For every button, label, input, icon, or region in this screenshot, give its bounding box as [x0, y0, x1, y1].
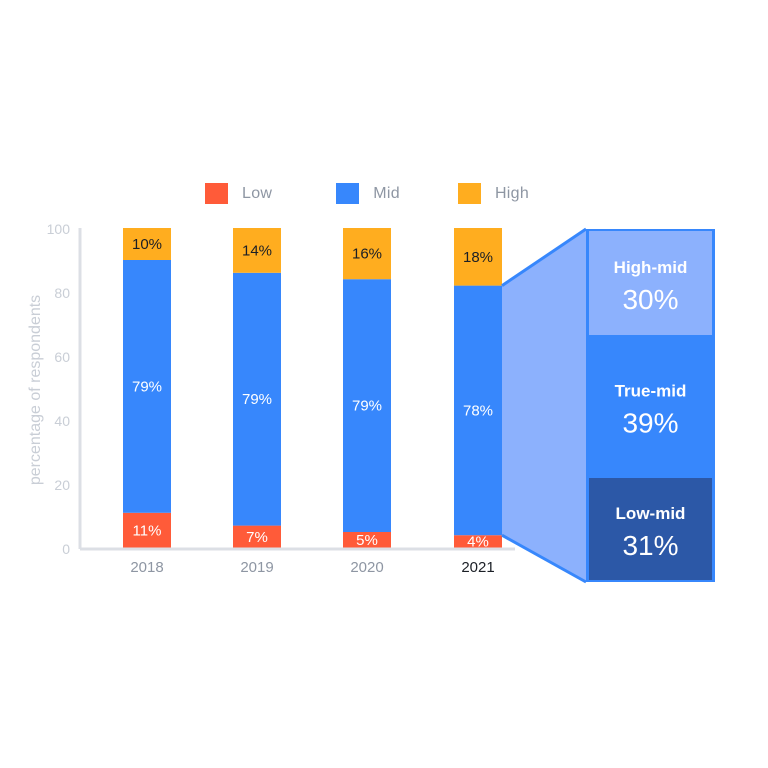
- x-axis-labels: 2018 2019 2020 2021: [130, 559, 494, 576]
- breakdown-segment-value: 39%: [622, 408, 678, 439]
- legend-item-mid: Mid: [336, 183, 400, 204]
- data-label: 5%: [356, 532, 378, 549]
- y-axis-title-group: percentage of respondents: [27, 295, 44, 485]
- x-tick-label: 2018: [130, 559, 163, 576]
- bar-segment-low: [343, 532, 391, 548]
- bar-segment-high: [233, 228, 281, 273]
- y-tick-label: 60: [54, 349, 70, 365]
- data-label: 11%: [133, 522, 162, 539]
- legend-label-high: High: [494, 184, 530, 202]
- x-tick-label: 2021: [461, 559, 494, 576]
- legend-swatch-high: [457, 183, 481, 204]
- bar-segment-mid: [343, 279, 391, 532]
- bar-segment-mid: [454, 285, 502, 536]
- y-axis-ticks: 0 20 40 60 80 100: [47, 221, 71, 557]
- y-tick-label: 20: [54, 477, 70, 493]
- legend-item-high: High: [457, 183, 530, 204]
- breakdown-segment-value: 31%: [622, 530, 678, 561]
- legend-item-low: Low: [205, 183, 272, 204]
- legend-label-mid: Mid: [373, 184, 400, 202]
- data-label: 78%: [463, 402, 493, 419]
- breakdown-segment-value: 30%: [622, 284, 678, 315]
- bar-segment-low: [233, 525, 281, 548]
- breakdown-connector: [502, 229, 586, 582]
- breakdown-segment-name: High-mid: [614, 258, 688, 277]
- legend-label-low: Low: [242, 184, 273, 202]
- y-tick-label: 40: [54, 413, 70, 429]
- breakdown-segment-name: True-mid: [615, 382, 687, 401]
- y-axis-title: percentage of respondents: [27, 295, 44, 485]
- breakdown-segment-name: Low-mid: [616, 504, 686, 523]
- bar-segment-high: [454, 228, 502, 286]
- bar-segment-high: [123, 228, 171, 260]
- data-label: 16%: [352, 246, 382, 263]
- connector-edge: [501, 227, 587, 287]
- bar-segment-low: [123, 512, 171, 548]
- data-label: 79%: [132, 378, 162, 395]
- axes: [78, 228, 515, 551]
- x-tick-label: 2020: [350, 559, 383, 576]
- connector-edge: [501, 533, 587, 584]
- bar-segment-high: [343, 228, 391, 280]
- bar-segment-mid: [123, 260, 171, 513]
- data-label: 14%: [242, 242, 272, 259]
- breakdown-segment-high-mid: [589, 231, 712, 335]
- legend-swatch-low: [205, 183, 228, 204]
- y-tick-label: 80: [54, 285, 70, 301]
- breakdown-segment-low-mid: [589, 478, 712, 580]
- legend: Low Mid High: [205, 183, 573, 204]
- data-label: 4%: [467, 534, 489, 551]
- data-label: 79%: [352, 398, 382, 415]
- data-label: 18%: [463, 249, 493, 266]
- data-label: 10%: [132, 236, 162, 253]
- y-tick-label: 100: [47, 221, 71, 237]
- breakdown-segment-true-mid: [589, 335, 712, 478]
- mid-breakdown: High-mid 30% True-mid 39% Low-mid 31%: [501, 227, 715, 584]
- bars: 11% 79% 10% 7% 79% 14% 5% 79% 16% 4% 78% 18%: [123, 228, 502, 551]
- data-label: 79%: [242, 391, 272, 408]
- x-tick-label: 2019: [240, 559, 273, 576]
- legend-swatch-mid: [336, 183, 360, 204]
- bar-segment-low: [454, 535, 502, 548]
- data-label: 7%: [246, 529, 268, 546]
- y-tick-label: 0: [62, 541, 70, 557]
- bar-segment-mid: [233, 272, 281, 526]
